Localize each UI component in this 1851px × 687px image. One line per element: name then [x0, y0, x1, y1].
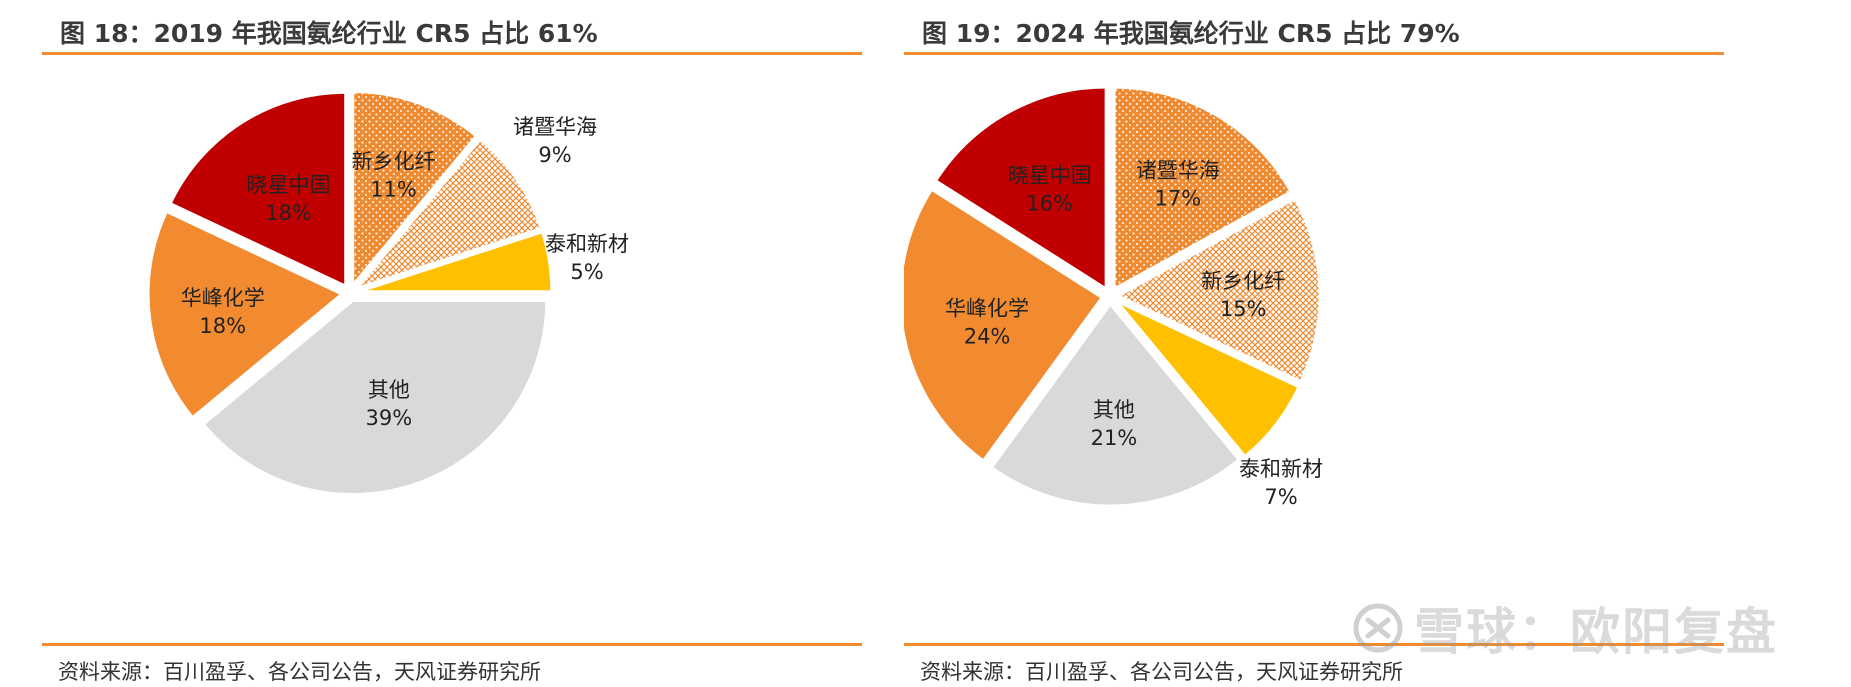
- pie-label: 诸暨华海: [513, 115, 597, 139]
- pie-label: 其他: [368, 378, 410, 402]
- chart-panel-2019: 图 18：2019 年我国氨纶行业 CR5 占比 61% 新乡化纤 11% 诸暨华海…: [42, 0, 862, 687]
- pie-slice-2: [352, 136, 544, 292]
- snowball-logo-icon: [1353, 603, 1403, 653]
- pie-label: 晓星中国: [247, 173, 331, 197]
- pie-value-label: 17%: [1154, 186, 1201, 210]
- pie-value-label: 24%: [964, 324, 1011, 348]
- pie-label: 华峰化学: [945, 296, 1029, 320]
- pie-label: 泰和新材: [1239, 457, 1323, 481]
- pie-value-label: 39%: [366, 406, 413, 430]
- pie-slice-3: [1115, 299, 1302, 459]
- source-note-2019: 资料来源：百川盈孚、各公司公告，天风证券研究所: [58, 660, 541, 684]
- pie-slice-5: [146, 209, 345, 420]
- pie-slice-1: [1112, 85, 1294, 292]
- pie-slice-3: [357, 229, 554, 294]
- watermark-text: 雪球：欧阳复盘: [1414, 603, 1778, 661]
- pie-label: 诸暨华海: [1136, 158, 1220, 182]
- pie-label: 晓星中国: [1008, 163, 1092, 187]
- source-rule-2019: [42, 643, 862, 646]
- title-rule-2019: [42, 52, 862, 55]
- pie-slice-4: [989, 301, 1242, 508]
- chart-title-2019: 图 18：2019 年我国氨纶行业 CR5 占比 61%: [60, 19, 598, 48]
- pie-value-label: 15%: [1220, 297, 1267, 321]
- pie-slice-1: [351, 89, 479, 290]
- pie-value-label: 18%: [199, 314, 246, 338]
- pie-value-label: 11%: [370, 177, 417, 201]
- pie-slice-6: [168, 90, 348, 289]
- source-note-2024: 资料来源：百川盈孚、各公司公告，天风证券研究所: [920, 660, 1403, 684]
- pie-label: 其他: [1093, 398, 1135, 422]
- pie-value-label: 16%: [1026, 191, 1073, 215]
- xueqiu-watermark: 雪球：欧阳复盘: [1352, 598, 1778, 661]
- chart-panel-2024: 图 19：2024 年我国氨纶行业 CR5 占比 79% 诸暨华海 17% 新乡化纤…: [904, 0, 1724, 687]
- pie-value-label: 7%: [1264, 485, 1297, 509]
- pie-value-label: 18%: [265, 201, 312, 225]
- pie-value-label: 21%: [1091, 426, 1138, 450]
- pie-chart-2024: 诸暨华海 17% 新乡化纤 15% 泰和新材 7% 其他 21% 华峰化学 24% 晓星中国 16%: [904, 85, 1323, 509]
- pie-slice-6: [933, 85, 1108, 292]
- pie-label: 新乡化纤: [1201, 269, 1285, 293]
- pie-slice-2: [1114, 196, 1322, 384]
- pie-slice-4: [201, 299, 549, 496]
- pie-label: 新乡化纤: [351, 149, 435, 173]
- pie-label: 华峰化学: [181, 286, 265, 310]
- chart-title-2024: 图 19：2024 年我国氨纶行业 CR5 占比 79%: [922, 19, 1460, 48]
- pie-value-label: 9%: [538, 143, 571, 167]
- source-rule-2024: [904, 643, 1724, 646]
- pie-label: 泰和新材: [545, 232, 629, 256]
- pie-chart-2019: 新乡化纤 11% 诸暨华海 9% 泰和新材 5% 其他 39% 华峰化学 18% 晓星中国 18%: [146, 89, 629, 496]
- title-rule-2024: [904, 52, 1724, 55]
- pie-value-label: 5%: [570, 260, 603, 284]
- pie-slice-5: [904, 187, 1105, 464]
